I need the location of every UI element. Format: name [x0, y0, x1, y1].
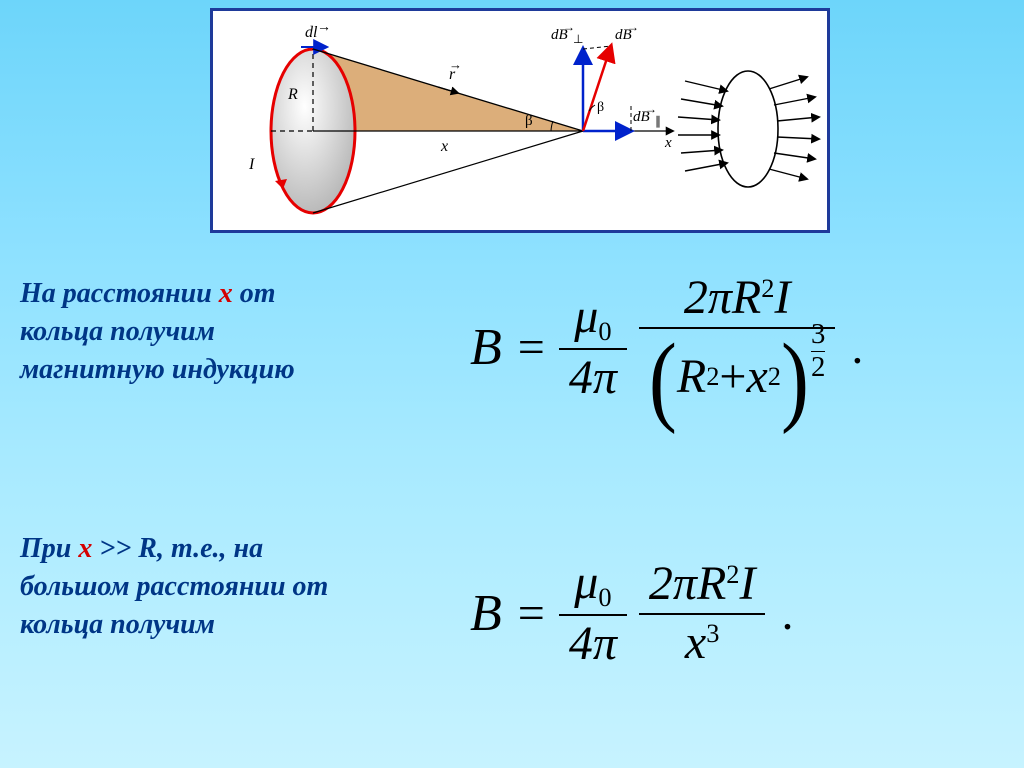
f1-R: R: [732, 271, 761, 324]
f2-R: R: [697, 557, 726, 610]
c2-l3: кольца получим: [20, 609, 215, 640]
caption-1-line2: кольца получим: [20, 316, 215, 347]
caption-1-x: x: [219, 278, 233, 309]
f2-frac2: 2πR2I x3: [639, 556, 766, 672]
c2-gg: >>: [92, 533, 138, 564]
f1-B: B: [470, 318, 502, 377]
f2-pi2: π: [673, 557, 697, 610]
f1-dx2: 2: [768, 362, 781, 391]
f2-eq: =: [518, 586, 545, 641]
c2-a: При: [20, 533, 78, 564]
f1-2: 2: [684, 271, 708, 324]
f1-plus: +: [719, 351, 746, 404]
f1-4: 4: [569, 351, 593, 404]
svg-text:∥: ∥: [655, 114, 661, 128]
f2-mu: μ: [574, 556, 598, 609]
caption-1-line3: магнитную индукцию: [20, 354, 295, 385]
f1-R2: 2: [761, 273, 774, 303]
f1-mu: μ: [574, 290, 598, 343]
svg-text:→: →: [317, 20, 331, 35]
f1-I: I: [774, 271, 790, 324]
svg-text:β: β: [597, 100, 604, 115]
f1-exp2: 2: [811, 352, 825, 384]
f2-4: 4: [569, 617, 593, 670]
f1-exp3: 3: [811, 319, 825, 351]
f1-lp: (: [649, 325, 677, 436]
diagram-panel: dl → R I r → x β β x dB → dB → ⊥ dB → ∥: [210, 8, 830, 233]
f1-pi1: π: [593, 351, 617, 404]
c2-b: , т.е., на: [157, 533, 263, 564]
svg-text:R: R: [287, 86, 298, 103]
f2-dx: x: [685, 616, 706, 669]
f1-pi2: π: [708, 271, 732, 324]
f2-2: 2: [649, 557, 673, 610]
c2-R: R: [138, 533, 157, 564]
formula-1: B = μ0 4π 2πR2I ( R2 + x2 ) 3: [470, 270, 863, 425]
f1-mu0: 0: [598, 316, 611, 346]
f2-dx3: 3: [706, 618, 719, 648]
physics-diagram-svg: dl → R I r → x β β x dB → dB → ⊥ dB → ∥: [213, 11, 827, 230]
caption-2: При x >> R, т.е., на большом расстоянии …: [20, 530, 460, 643]
f2-R2: 2: [726, 559, 739, 589]
f2-period: .: [781, 586, 793, 641]
f2-I: I: [739, 557, 755, 610]
f1-period: .: [851, 320, 863, 375]
f1-rp: ): [781, 325, 809, 436]
svg-text:x: x: [440, 138, 448, 155]
c2-x: x: [78, 533, 92, 564]
f2-B: B: [470, 584, 502, 643]
svg-text:I: I: [248, 156, 255, 173]
f1-frac2: 2πR2I ( R2 + x2 ) 3 2: [639, 270, 836, 425]
c2-l2: большом расстоянии от: [20, 571, 328, 602]
f1-dR: R: [677, 351, 706, 404]
svg-text:x: x: [664, 135, 672, 151]
f1-dx: x: [746, 351, 767, 404]
caption-1: На расстоянии x от кольца получим магнит…: [20, 275, 420, 388]
formula-2: B = μ0 4π 2πR2I x3 .: [470, 555, 793, 673]
f1-outer-exp: 3 2: [811, 319, 825, 383]
f1-dR2: 2: [706, 362, 719, 391]
svg-text:→: →: [449, 57, 462, 72]
f2-mu0: 0: [598, 582, 611, 612]
caption-1-line1a: На расстоянии: [20, 278, 219, 309]
f2-frac1: μ0 4π: [559, 555, 627, 673]
svg-text:⊥: ⊥: [573, 32, 583, 46]
f1-eq: =: [518, 320, 545, 375]
caption-1-line1b: от: [233, 278, 276, 309]
f2-pi1: π: [593, 617, 617, 670]
f1-frac1: μ0 4π: [559, 289, 627, 407]
svg-text:→: →: [627, 20, 639, 34]
svg-text:β: β: [525, 113, 533, 129]
